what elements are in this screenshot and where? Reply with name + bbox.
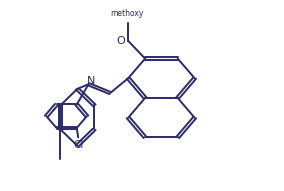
- Text: O: O: [117, 36, 126, 46]
- Text: Cl: Cl: [73, 140, 83, 150]
- Text: N: N: [87, 76, 96, 86]
- Text: methoxy: methoxy: [110, 9, 143, 18]
